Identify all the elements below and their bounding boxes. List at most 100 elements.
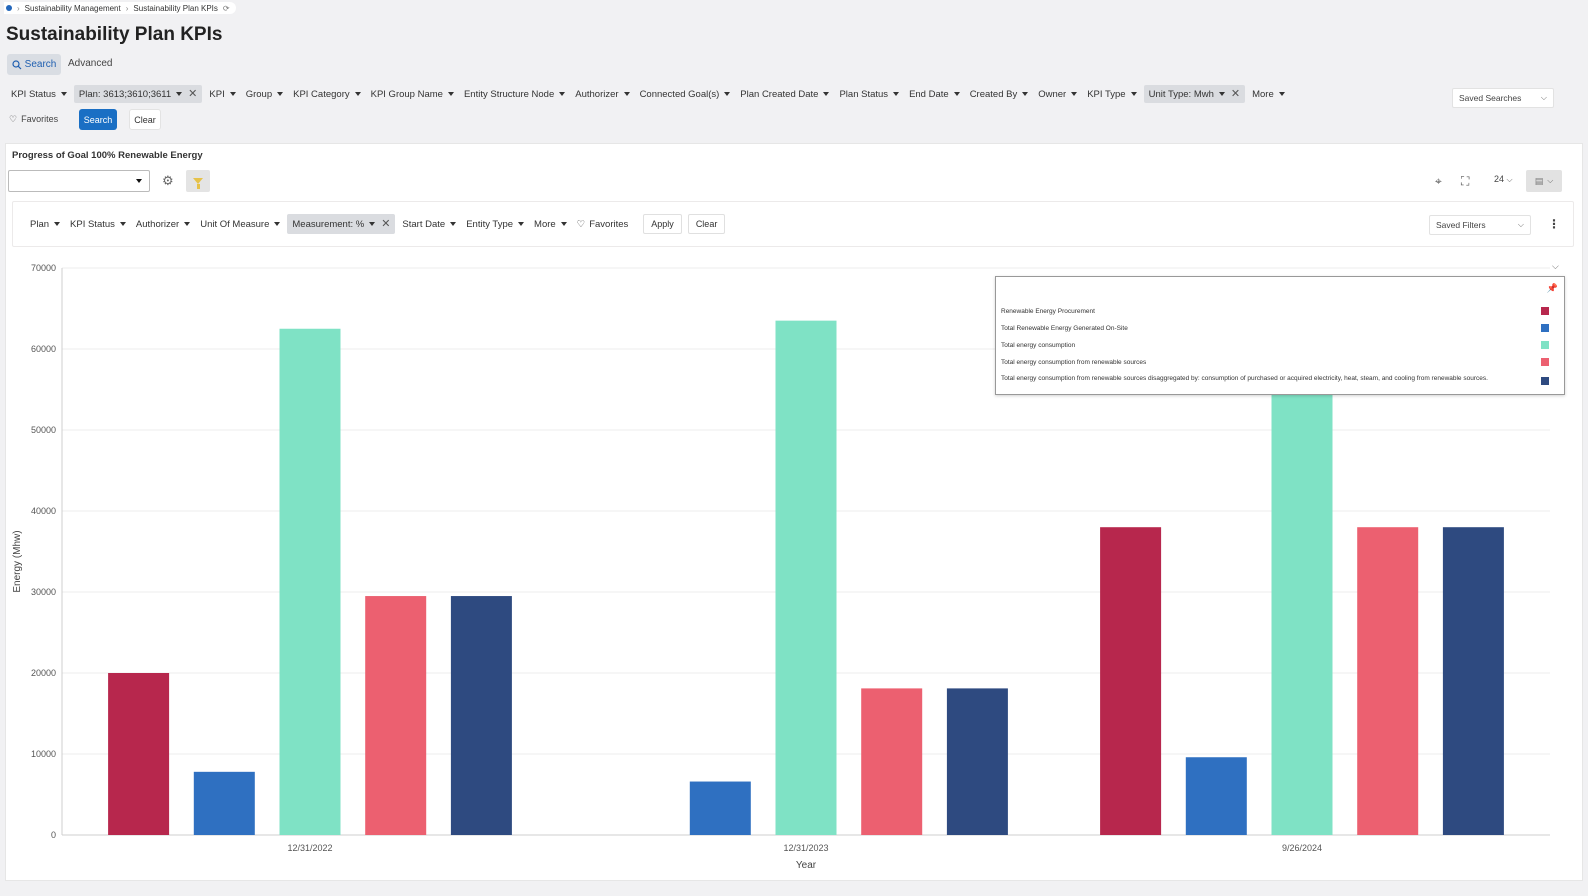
legend-item[interactable]: Total energy consumption from renewable … (1001, 358, 1549, 366)
remove-filter-icon[interactable]: ✕ (381, 217, 391, 230)
chart-favorites-button[interactable]: ♡ Favorites (572, 214, 634, 234)
gear-icon[interactable]: ⚙ (162, 173, 174, 188)
breadcrumb-sustainability-management[interactable]: Sustainability Management (24, 3, 121, 13)
y-tick-label: 20000 (31, 668, 56, 678)
legend-item[interactable]: Renewable Energy Procurement (1001, 307, 1549, 315)
filter-label: KPI Status (70, 218, 115, 230)
filter-label: Group (245, 88, 273, 100)
filter-connected-goal-s[interactable]: Connected Goal(s) (635, 85, 736, 103)
breadcrumb-current: Sustainability Plan KPIs (133, 3, 218, 13)
filter-owner[interactable]: Owner (1033, 85, 1082, 103)
filter-plan-3613-3610-3611[interactable]: Plan: 3613;3610;3611 ✕ (73, 85, 203, 103)
y-axis-title: Energy (Mhw) (12, 530, 23, 592)
filter-entity-structure-node[interactable]: Entity Structure Node (459, 85, 570, 103)
filter-toggle-button[interactable] (186, 170, 210, 192)
filter-end-date[interactable]: End Date (904, 85, 965, 103)
caret-down-icon (60, 92, 67, 96)
filter-kpi-status[interactable]: KPI Status (65, 214, 131, 234)
caret-down-icon (559, 92, 566, 96)
filter-kpi-type[interactable]: KPI Type (1082, 85, 1141, 103)
legend-item[interactable]: Total Renewable Energy Generated On-Site (1001, 324, 1549, 332)
tab-advanced[interactable]: Advanced (68, 58, 113, 69)
filter-kpi-group-name[interactable]: KPI Group Name (366, 85, 459, 103)
saved-searches-dropdown[interactable]: Saved Searches ⌵ (1452, 88, 1554, 108)
remove-filter-icon[interactable]: ✕ (188, 87, 198, 100)
favorites-label: Favorites (21, 114, 59, 124)
saved-filters-label: Saved Filters (1436, 220, 1486, 230)
favorites-label: Favorites (589, 218, 629, 230)
filter-label: Start Date (402, 218, 446, 230)
filter-start-date[interactable]: Start Date (397, 214, 461, 234)
filter-plan[interactable]: Plan (25, 214, 65, 234)
y-tick-label: 60000 (31, 344, 56, 354)
search-filter-bar: KPI Status Plan: 3613;3610;3611 ✕ KPI Group K… (6, 85, 1290, 103)
heart-icon: ♡ (576, 218, 586, 230)
filter-authorizer[interactable]: Authorizer (131, 214, 195, 234)
more-vertical-icon[interactable]: ⋮ (1548, 217, 1560, 231)
filter-label: Unit Of Measure (200, 218, 270, 230)
legend-item[interactable]: Total energy consumption from renewable … (1001, 375, 1549, 385)
caret-down-icon (136, 179, 142, 183)
filter-label: KPI Type (1087, 88, 1126, 100)
filter-label: Authorizer (575, 88, 619, 100)
caret-down-icon (518, 222, 525, 226)
search-button[interactable]: Search (79, 109, 117, 130)
filter-authorizer[interactable]: Authorizer (570, 85, 634, 103)
filter-group[interactable]: Group (241, 85, 288, 103)
chevron-down-icon[interactable]: ⌵ (1552, 261, 1559, 271)
favorites-button[interactable]: ♡ Favorites (9, 112, 58, 126)
filter-label: KPI Status (11, 88, 56, 100)
chart-filter-items: Plan KPI Status Authorizer Unit Of Measure M… (25, 214, 726, 234)
filter-plan-status[interactable]: Plan Status (834, 85, 904, 103)
export-button[interactable]: ▤ ⌵ (1526, 170, 1562, 192)
caret-down-icon (277, 92, 284, 96)
caret-down-icon (1022, 92, 1029, 96)
caret-down-icon (1218, 92, 1225, 96)
saved-filters-dropdown[interactable]: Saved Filters ⌵ (1429, 215, 1531, 235)
refresh-icon[interactable]: ⟳ (222, 3, 230, 13)
filter-measurement[interactable]: Measurement: % ✕ (287, 214, 396, 234)
filter-label: KPI Category (293, 88, 350, 100)
filter-kpi-category[interactable]: KPI Category (288, 85, 366, 103)
chart-legend: 📌 Renewable Energy Procurement Total Rene… (995, 276, 1565, 395)
crosshair-icon[interactable]: ⌖ (1435, 174, 1442, 188)
saved-searches-label: Saved Searches (1459, 93, 1522, 103)
chevron-down-icon: ⌵ (1547, 176, 1554, 185)
page-size-select[interactable]: 24 ⌵ (1494, 174, 1513, 185)
legend-label: Renewable Energy Procurement (1001, 308, 1095, 315)
filter-plan-created-date[interactable]: Plan Created Date (735, 85, 834, 103)
filter-more[interactable]: More (529, 214, 572, 234)
panel-title: Progress of Goal 100% Renewable Energy (12, 150, 203, 161)
filter-kpi[interactable]: KPI (204, 85, 240, 103)
filter-kpi-status[interactable]: KPI Status (6, 85, 72, 103)
remove-filter-icon[interactable]: ✕ (1230, 87, 1241, 100)
bar-3-3 (1271, 365, 1333, 835)
expand-icon[interactable]: ⛶ (1461, 174, 1470, 188)
apply-button[interactable]: Apply (643, 214, 682, 234)
filter-unit-type-mwh[interactable]: Unit Type: Mwh ✕ (1143, 85, 1246, 103)
tab-search[interactable]: Search (7, 54, 61, 75)
y-tick-label: 30000 (31, 587, 56, 597)
chart-clear-button[interactable]: Clear (687, 214, 726, 234)
pin-icon[interactable]: 📌 (1546, 283, 1558, 293)
caret-down-icon (54, 222, 61, 226)
tab-search-label: Search (24, 59, 57, 70)
filter-more[interactable]: More (1247, 85, 1290, 103)
home-icon[interactable] (6, 5, 12, 11)
legend-swatch (1541, 358, 1549, 366)
legend-label: Total energy consumption from renewable … (1001, 359, 1147, 366)
filter-created-by[interactable]: Created By (965, 85, 1034, 103)
chevron-down-icon: ⌵ (1506, 175, 1513, 184)
chevron-right-icon: › (125, 3, 129, 13)
filter-icon (193, 178, 203, 189)
chevron-down-icon: ⌵ (1517, 220, 1524, 229)
caret-down-icon (229, 92, 236, 96)
filter-unit-of-measure[interactable]: Unit Of Measure (195, 214, 285, 234)
clear-button[interactable]: Clear (129, 109, 161, 130)
caret-down-icon (623, 92, 630, 96)
legend-swatch (1541, 307, 1549, 315)
view-select[interactable] (8, 170, 150, 192)
legend-item[interactable]: Total energy consumption (1001, 341, 1549, 349)
filter-entity-type[interactable]: Entity Type (461, 214, 529, 234)
y-tick-label: 0 (51, 830, 56, 840)
